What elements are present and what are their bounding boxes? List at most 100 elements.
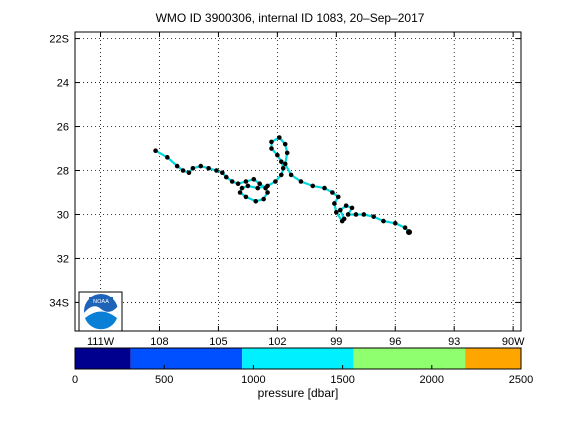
lon-tick-label: 96 [389, 336, 401, 348]
colorbar-tick-label: 1500 [330, 374, 354, 386]
colorbar-tick-label: 2500 [509, 374, 533, 386]
latitude-tick-labels: 22S 24 26 28 30 32 34S [49, 34, 69, 310]
longitude-tick-labels: 111W 108 105 102 99 96 93 90W [87, 336, 525, 348]
lon-tick-label: 90W [502, 336, 525, 348]
profile-point [322, 185, 327, 191]
profile-point [282, 161, 288, 167]
profile-point [298, 179, 304, 184]
lat-tick-label: 28 [57, 166, 69, 178]
profile-point [255, 185, 261, 191]
profile-point [334, 209, 339, 215]
colorbar-band [353, 348, 466, 369]
profile-point [361, 212, 367, 217]
track-line [154, 136, 411, 234]
profile-point [214, 168, 219, 173]
profile-point [186, 170, 192, 176]
profile-point [349, 205, 355, 211]
lon-tick-label: 108 [150, 336, 168, 348]
map-plot-area [75, 32, 521, 331]
noaa-logo: NOAA [78, 291, 123, 332]
profile-point [265, 183, 270, 189]
colorbar-band [465, 348, 521, 369]
profile-point [288, 172, 294, 178]
profile-point [280, 166, 286, 171]
profile-point [223, 174, 229, 180]
lat-tick-label: 34S [49, 297, 69, 309]
colorbar-band [242, 348, 354, 369]
colorbar-tick-label: 500 [155, 374, 173, 386]
profile-point [239, 185, 245, 191]
float-track [154, 136, 411, 234]
profile-point [341, 216, 347, 222]
colorbar-band [130, 348, 243, 369]
profile-point [174, 163, 180, 169]
profile-point [381, 218, 386, 224]
profile-point [257, 181, 262, 186]
profile-point [243, 194, 249, 200]
colorbar-tick-label: 1000 [241, 374, 265, 386]
profile-point [269, 146, 274, 151]
profile-point [269, 139, 274, 145]
colorbar-tick-label: 2000 [420, 374, 444, 386]
map-grid [75, 32, 521, 331]
map-axes: 111W 108 105 102 99 96 93 90W 22S 24 26 28 30 32 34S [49, 31, 525, 348]
colorbar: 0 500 1000 1500 2000 2500 pressure [dbar] [72, 347, 533, 400]
colorbar-bands [75, 348, 521, 369]
colorbar-tick-labels: 0 500 1000 1500 2000 2500 [72, 365, 533, 386]
profile-point [330, 190, 335, 195]
profile-point [353, 212, 359, 217]
lon-tick-label: 102 [268, 336, 286, 348]
profile-point [253, 198, 259, 204]
profile-point [265, 190, 270, 195]
profile-point [310, 183, 316, 189]
profile-point [245, 183, 251, 189]
profile-point [278, 159, 284, 165]
profile-point [235, 181, 241, 186]
profile-point [392, 220, 398, 226]
profile-point [251, 177, 257, 182]
noaa-wordmark: NOAA [93, 299, 109, 305]
profile-point [332, 201, 337, 206]
profile-point [284, 150, 290, 156]
profile-point [229, 179, 235, 184]
profile-point [165, 155, 170, 160]
profile-point [180, 168, 186, 173]
profile-point [335, 194, 341, 200]
lat-tick-label: 26 [57, 122, 69, 134]
lat-tick-label: 24 [57, 78, 69, 90]
lat-tick-label: 30 [57, 209, 69, 221]
profile-point [153, 148, 158, 154]
lat-tick-label: 22S [49, 34, 69, 46]
map-frame [74, 31, 522, 332]
profile-point [206, 166, 211, 171]
profile-points [153, 135, 413, 236]
colorbar-band [75, 348, 131, 369]
profile-point [198, 163, 204, 169]
colorbar-tick-label: 0 [72, 374, 78, 386]
profile-point [278, 172, 284, 178]
profile-point [243, 179, 249, 184]
profile-point [345, 212, 351, 217]
profile-point [190, 166, 196, 171]
lon-tick-label: 99 [330, 336, 342, 348]
lat-tick-label: 32 [57, 253, 69, 265]
profile-point [273, 179, 278, 184]
colorbar-label: pressure [dbar] [258, 386, 339, 400]
profile-point [282, 141, 288, 147]
profile-point [343, 203, 349, 208]
colorbar-frame [74, 347, 522, 370]
profile-point [237, 190, 243, 195]
profile-point [402, 225, 408, 230]
lon-tick-label: 93 [448, 336, 460, 348]
lon-tick-label: 105 [209, 336, 227, 348]
chart-title: WMO ID 3900306, internal ID 1083, 20–Sep… [156, 11, 425, 25]
profile-point [337, 207, 343, 213]
profile-point [371, 214, 376, 219]
profile-point [275, 152, 280, 158]
profile-point [261, 196, 266, 202]
lon-tick-label: 111W [87, 336, 115, 348]
noaa-wave-icon [85, 311, 117, 330]
profile-point [277, 135, 282, 140]
last-profile-point [406, 229, 413, 236]
